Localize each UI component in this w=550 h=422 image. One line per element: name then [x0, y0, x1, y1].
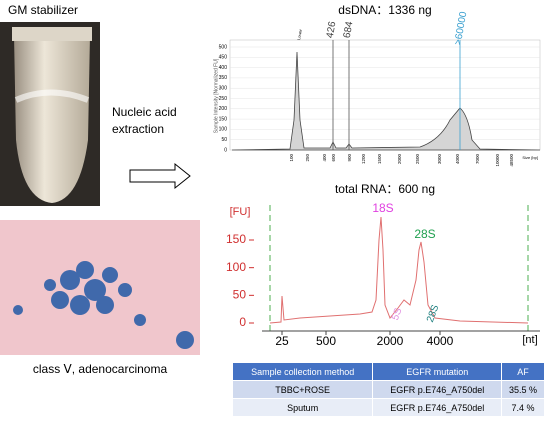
tube	[14, 35, 90, 203]
y-unit: [FU]	[230, 206, 251, 218]
x-tick-label: 400	[322, 154, 327, 162]
peak-label: 684	[342, 20, 356, 39]
peak-label: 18S	[372, 201, 393, 215]
dsdna-trace	[231, 51, 541, 151]
y-tick-label: 200	[219, 106, 228, 112]
peak-label: 5S	[390, 306, 405, 322]
y-tick-label: 0	[239, 315, 246, 329]
y-tick-label: 450	[219, 55, 228, 61]
tube-label: GM stabilizer	[8, 3, 78, 17]
x-axis-label: Size [bp]	[522, 155, 538, 160]
rna-title: total RNA：600 ng	[335, 182, 435, 196]
cell: EGFR p.E746_A750del	[372, 380, 503, 399]
y-tick-label: 50	[233, 288, 247, 302]
x-tick-label: 4000	[455, 154, 460, 165]
row: Sputum EGFR p.E746_A750del 7.4 %	[231, 398, 545, 417]
x-unit: [nt]	[522, 334, 537, 346]
x-tick-label: 1200	[361, 154, 366, 165]
header-row: Sample collection method EGFR mutation A…	[231, 362, 545, 381]
peak-label: >60000	[453, 11, 470, 46]
tube-band	[14, 89, 90, 103]
cell: 35.5 %	[501, 380, 545, 399]
header-cell: EGFR mutation	[372, 362, 503, 381]
y-tick-label: 350	[219, 75, 228, 81]
y-axis-label: Sample Intensity [Normalized FU]	[213, 58, 219, 133]
y-tick-label: 50	[221, 137, 227, 143]
x-tick-label: 25	[275, 334, 289, 348]
x-tick-label: 48500	[509, 154, 514, 167]
results-table: Sample collection method EGFR mutation A…	[231, 362, 545, 417]
arrow	[129, 162, 191, 190]
x-tick-label: 7000	[475, 154, 480, 165]
peak-label: 28S	[414, 227, 435, 241]
cell: EGFR p.E746_A750del	[372, 398, 503, 417]
x-tick-label: 2000	[377, 334, 404, 348]
arrow-label: Nucleic acid extraction	[112, 105, 177, 136]
x-tick-label: 600	[331, 154, 336, 162]
x-tick-label: 250	[305, 154, 310, 162]
y-tick-label: 500	[219, 44, 228, 50]
x-tick-label: 2500	[415, 154, 420, 165]
row: TBBC+ROSE EGFR p.E746_A750del 35.5 %	[231, 380, 545, 399]
x-tick-label: 4000	[427, 334, 454, 348]
x-tick-label: 500	[316, 334, 336, 348]
y-tick-label: 250	[219, 96, 228, 102]
header-cell: AF	[501, 362, 545, 381]
x-tick-label: 2000	[397, 154, 402, 165]
x-tick-label: 10000	[495, 154, 500, 167]
x-tick-label: 900	[347, 154, 352, 162]
y-tick-label: 150	[226, 232, 246, 246]
y-tick-label: 400	[219, 65, 228, 71]
x-tick-label: 3000	[437, 154, 442, 165]
peak-label: Lower	[296, 28, 303, 40]
tube-cap	[12, 27, 92, 41]
header-cell: Sample collection method	[231, 362, 374, 381]
rna-trace	[269, 216, 529, 324]
x-tick-label: 100	[289, 154, 294, 162]
cytology-label: class Ⅴ, adenocarcinoma	[33, 362, 168, 376]
y-tick-label: 100	[219, 127, 228, 133]
y-tick-label: 100	[226, 260, 246, 274]
x-tick-label: 1500	[377, 154, 382, 165]
y-tick-label: 150	[219, 116, 228, 122]
plot-frame	[229, 39, 541, 151]
y-tick-label: 0	[224, 147, 227, 153]
cell: Sputum	[231, 398, 374, 417]
dsdna-title: dsDNA：1336 ng	[338, 3, 431, 17]
peak-label: 28S	[425, 303, 442, 324]
cell: TBBC+ROSE	[231, 380, 374, 399]
cell: 7.4 %	[501, 398, 545, 417]
y-tick-label: 300	[219, 86, 228, 92]
peak-label: 426	[325, 20, 339, 39]
cells	[13, 261, 194, 349]
